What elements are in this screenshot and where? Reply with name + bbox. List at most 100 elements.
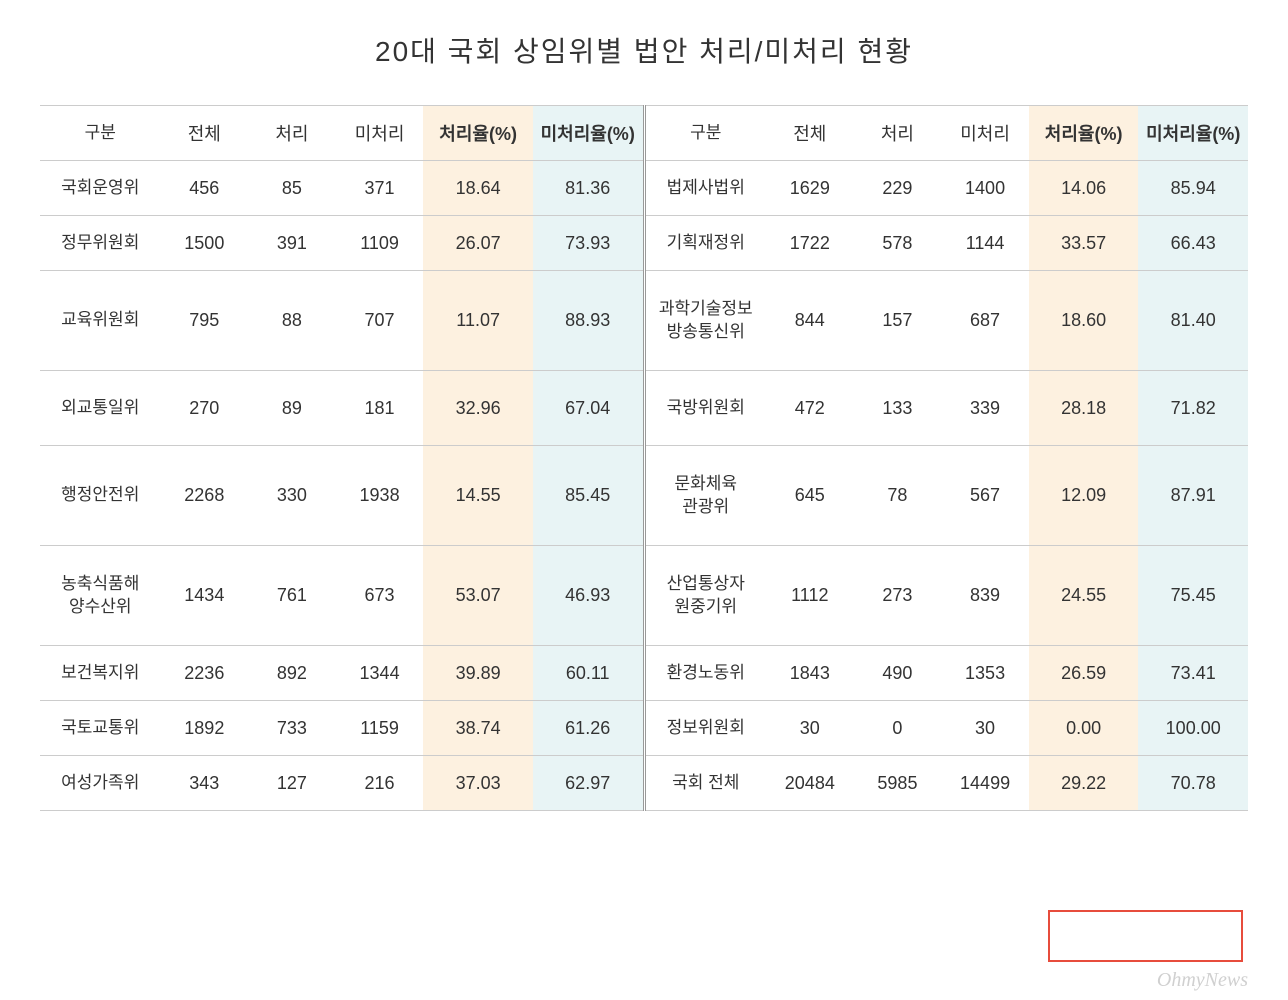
cell-processed: 273 [854,546,942,646]
left-table-wrap: 구분 전체 처리 미처리 처리율(%) 미처리율(%) 국회운영위4568537… [40,105,646,811]
table-row: 국방위원회47213333928.1871.82 [646,371,1249,446]
cell-rate: 37.03 [423,756,533,811]
cell-processed: 892 [248,646,336,701]
cell-unrate: 85.94 [1138,161,1248,216]
cell-unprocessed: 687 [941,271,1029,371]
cell-processed: 391 [248,216,336,271]
cell-name: 농축식품해양수산위 [40,546,161,646]
cell-name: 정보위원회 [646,701,767,756]
cell-unrate: 62.97 [533,756,643,811]
cell-unrate: 75.45 [1138,546,1248,646]
cell-unrate: 87.91 [1138,446,1248,546]
cell-total: 1434 [161,546,249,646]
header-name: 구분 [40,106,161,161]
cell-total: 30 [766,701,854,756]
table-row: 국회운영위4568537118.6481.36 [40,161,643,216]
cell-total: 2236 [161,646,249,701]
cell-name: 교육위원회 [40,271,161,371]
table-row: 외교통일위2708918132.9667.04 [40,371,643,446]
cell-processed: 133 [854,371,942,446]
cell-rate: 26.59 [1029,646,1139,701]
cell-rate: 18.64 [423,161,533,216]
cell-rate: 53.07 [423,546,533,646]
cell-name: 과학기술정보방송통신위 [646,271,767,371]
cell-processed: 0 [854,701,942,756]
cell-processed: 157 [854,271,942,371]
cell-unrate: 100.00 [1138,701,1248,756]
header-unprocessed: 미처리 [336,106,424,161]
cell-rate: 28.18 [1029,371,1139,446]
right-table-wrap: 구분 전체 처리 미처리 처리율(%) 미처리율(%) 법제사법위1629229… [646,105,1249,811]
watermark: OhmyNews [1157,969,1248,992]
page-title: 20대 국회 상임위별 법안 처리/미처리 현황 [40,30,1248,70]
header-name: 구분 [646,106,767,161]
cell-rate: 39.89 [423,646,533,701]
header-rate: 처리율(%) [1029,106,1139,161]
cell-processed: 88 [248,271,336,371]
cell-unprocessed: 339 [941,371,1029,446]
table-row: 문화체육관광위6457856712.0987.91 [646,446,1249,546]
cell-unprocessed: 1159 [336,701,424,756]
cell-processed: 761 [248,546,336,646]
cell-unrate: 81.36 [533,161,643,216]
cell-unrate: 81.40 [1138,271,1248,371]
cell-unprocessed: 707 [336,271,424,371]
cell-total: 1843 [766,646,854,701]
cell-rate: 14.55 [423,446,533,546]
cell-name: 국토교통위 [40,701,161,756]
cell-name: 법제사법위 [646,161,767,216]
header-total: 전체 [766,106,854,161]
cell-processed: 578 [854,216,942,271]
cell-unprocessed: 216 [336,756,424,811]
cell-total: 1722 [766,216,854,271]
cell-total: 343 [161,756,249,811]
cell-processed: 490 [854,646,942,701]
cell-name: 국회 전체 [646,756,767,811]
cell-unprocessed: 1109 [336,216,424,271]
cell-unrate: 85.45 [533,446,643,546]
cell-unprocessed: 567 [941,446,1029,546]
cell-total: 1629 [766,161,854,216]
cell-unrate: 88.93 [533,271,643,371]
cell-processed: 78 [854,446,942,546]
cell-total: 1500 [161,216,249,271]
cell-unrate: 67.04 [533,371,643,446]
left-table: 구분 전체 처리 미처리 처리율(%) 미처리율(%) 국회운영위4568537… [40,105,643,811]
table-row: 법제사법위1629229140014.0685.94 [646,161,1249,216]
cell-rate: 18.60 [1029,271,1139,371]
table-row: 국토교통위1892733115938.7461.26 [40,701,643,756]
cell-total: 472 [766,371,854,446]
header-processed: 처리 [854,106,942,161]
cell-total: 20484 [766,756,854,811]
cell-name: 국방위원회 [646,371,767,446]
cell-rate: 12.09 [1029,446,1139,546]
cell-unprocessed: 673 [336,546,424,646]
cell-processed: 330 [248,446,336,546]
cell-unprocessed: 1400 [941,161,1029,216]
table-container: 구분 전체 처리 미처리 처리율(%) 미처리율(%) 국회운영위4568537… [40,105,1248,811]
table-row: 행정안전위2268330193814.5585.45 [40,446,643,546]
header-unprocessed: 미처리 [941,106,1029,161]
cell-unprocessed: 1344 [336,646,424,701]
table-row: 과학기술정보방송통신위84415768718.6081.40 [646,271,1249,371]
cell-total: 1112 [766,546,854,646]
cell-unrate: 73.41 [1138,646,1248,701]
cell-rate: 32.96 [423,371,533,446]
table-row: 교육위원회7958870711.0788.93 [40,271,643,371]
table-row: 산업통상자원중기위111227383924.5575.45 [646,546,1249,646]
cell-rate: 29.22 [1029,756,1139,811]
cell-total: 1892 [161,701,249,756]
cell-unprocessed: 1144 [941,216,1029,271]
cell-unprocessed: 839 [941,546,1029,646]
cell-processed: 127 [248,756,336,811]
cell-name: 문화체육관광위 [646,446,767,546]
cell-name: 외교통일위 [40,371,161,446]
right-table: 구분 전체 처리 미처리 처리율(%) 미처리율(%) 법제사법위1629229… [646,105,1249,811]
table-row: 농축식품해양수산위143476167353.0746.93 [40,546,643,646]
header-unrate: 미처리율(%) [1138,106,1248,161]
header-row: 구분 전체 처리 미처리 처리율(%) 미처리율(%) [40,106,643,161]
cell-total: 456 [161,161,249,216]
cell-name: 여성가족위 [40,756,161,811]
cell-rate: 24.55 [1029,546,1139,646]
cell-processed: 5985 [854,756,942,811]
